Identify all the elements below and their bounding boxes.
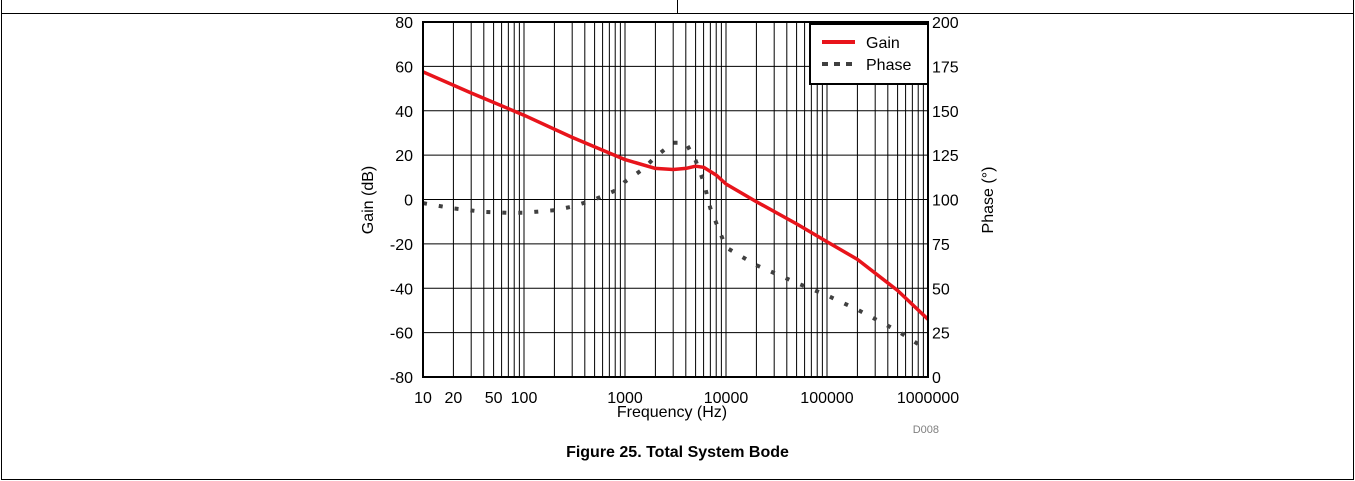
x-tick-label: 100000 <box>800 390 853 407</box>
y-tick-label: 80 <box>395 15 413 32</box>
y-tick-label: -40 <box>390 281 413 298</box>
series-line-gain <box>423 70 928 321</box>
x-tick-label: 10000 <box>704 390 749 407</box>
y-axis-label: Gain (dB) <box>360 166 377 234</box>
y-tick-label: -60 <box>390 326 413 343</box>
series-line-phase <box>423 140 928 353</box>
series-layer <box>423 70 928 353</box>
legend-gain-label: Gain <box>866 35 900 52</box>
legend-box <box>809 23 929 85</box>
y-tick-label: 20 <box>395 148 413 165</box>
y2-tick-label: 50 <box>932 281 950 298</box>
y2-tick-label: 0 <box>932 370 941 387</box>
y2-axis-label: Phase (°) <box>980 167 997 234</box>
x-tick-label: 1000 <box>607 390 643 407</box>
y-tick-label: 0 <box>404 193 413 210</box>
table-column-divider <box>677 0 678 14</box>
y-tick-label: 60 <box>395 59 413 76</box>
y-tick-label: -80 <box>390 370 413 387</box>
figure-code: D008 <box>913 424 939 436</box>
y2-tick-label: 25 <box>932 326 950 343</box>
x-tick-label: 50 <box>485 390 503 407</box>
y-tick-label: -20 <box>390 237 413 254</box>
y-tick-label: 40 <box>395 104 413 121</box>
y2-tick-label: 125 <box>932 148 959 165</box>
x-tick-label: 1000000 <box>897 390 959 407</box>
y2-tick-label: 200 <box>932 15 959 32</box>
tick-labels: 10 20 50 100 1000 10000 100000 1000000-80-60-40… <box>390 15 959 407</box>
x-tick-label: 20 <box>445 390 463 407</box>
y2-tick-label: 175 <box>932 59 959 76</box>
y2-tick-label: 100 <box>932 193 959 210</box>
y2-tick-label: 75 <box>932 237 950 254</box>
figure-caption: Figure 25. Total System Bode <box>566 444 789 461</box>
legend-phase-label: Phase <box>866 57 911 74</box>
x-tick-label: 10 <box>414 390 432 407</box>
plot-area-border <box>422 21 929 378</box>
x-tick-label: 100 <box>511 390 538 407</box>
legend: Gain Phase <box>809 23 929 85</box>
x-axis-label: Frequency (Hz) <box>617 404 727 421</box>
y2-tick-label: 150 <box>932 104 959 121</box>
